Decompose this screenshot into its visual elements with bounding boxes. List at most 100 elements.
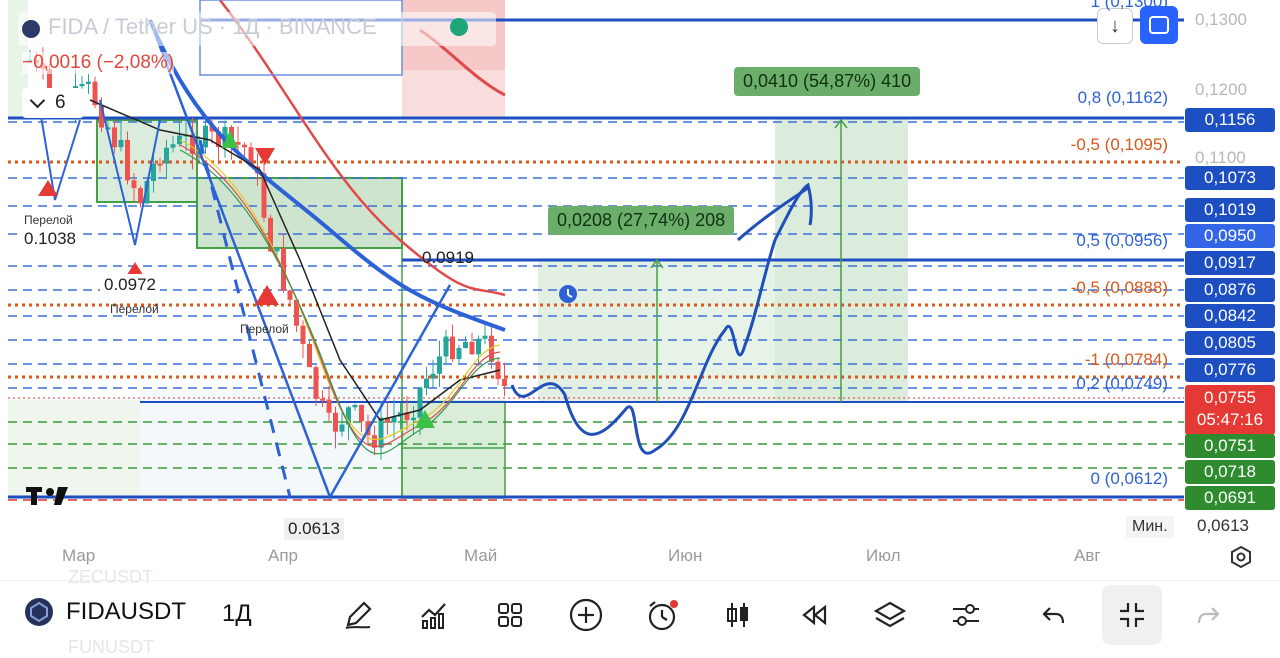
candle-body xyxy=(326,399,332,413)
candle-body xyxy=(294,299,299,326)
interval-selector[interactable]: 1Д xyxy=(222,600,252,627)
undo-icon xyxy=(1042,607,1065,624)
fib-level-label: 1 (0,1300) xyxy=(1090,0,1169,11)
screen-icon xyxy=(1149,16,1169,34)
time-axis-label: Май xyxy=(464,546,498,565)
price-tag: 0,1156 xyxy=(1185,108,1275,132)
alerts-button[interactable] xyxy=(640,593,684,637)
candle-body xyxy=(437,356,442,374)
target-1-label[interactable]: 0,0208 (27,74%) 208 xyxy=(548,206,735,235)
candle-body xyxy=(47,69,52,90)
candle-body xyxy=(287,290,293,300)
fib-level-label: 0,5 (0,0956) xyxy=(1076,231,1168,250)
annotation-label: Перелой xyxy=(110,302,159,316)
price-tag: 0,0691 xyxy=(1185,486,1275,510)
price-tag: 0,0751 xyxy=(1185,434,1275,458)
candle-body xyxy=(489,335,494,362)
annotation-value: 0.1038 xyxy=(20,228,80,250)
annotation-label: Перелой xyxy=(24,213,73,227)
fullscreen-toggle-button[interactable] xyxy=(1140,6,1178,44)
symbol-header[interactable] xyxy=(18,12,496,46)
fida-logo-icon xyxy=(25,598,53,626)
candle-body xyxy=(164,147,169,164)
last-price-tag: 0,0755 05:47:16 xyxy=(1185,385,1275,435)
pen-icon xyxy=(345,601,372,629)
market-status-icon xyxy=(450,18,468,36)
fib-level-label: 0 (0,0612) xyxy=(1090,469,1169,488)
candle-body xyxy=(99,105,104,128)
annotation-value: 0.0919 xyxy=(422,248,474,267)
sliders-icon xyxy=(953,604,979,626)
candle-body xyxy=(391,416,397,423)
candle-body xyxy=(144,181,150,204)
candle-body xyxy=(378,417,384,448)
fib-level-label: 0,8 (0,1162) xyxy=(1077,88,1168,107)
symbol-title: FIDA / Tether US · 1Д · BINANCE xyxy=(48,14,377,39)
candle-body xyxy=(352,404,358,408)
candle-body xyxy=(476,338,481,355)
candle-body xyxy=(346,407,351,425)
price-tag: 0,0776 xyxy=(1185,358,1275,382)
fib-level-label: -0,5 (0,1095) xyxy=(1070,135,1168,154)
symbol-selector[interactable]: FIDAUSDT xyxy=(24,597,186,627)
price-axis-label: 0,1300 xyxy=(1195,10,1247,29)
price-axis-label: 0,1100 xyxy=(1195,148,1246,167)
time-axis-label: Июл xyxy=(866,546,901,565)
candle-body xyxy=(320,398,325,401)
candle-body xyxy=(482,335,488,339)
bar-countdown: 05:47:16 xyxy=(1196,410,1264,429)
add-button[interactable] xyxy=(564,593,608,637)
min-price-label: Мин. xyxy=(1126,516,1174,538)
candle-body xyxy=(190,134,195,155)
scroll-to-latest-button[interactable]: ↓ xyxy=(1097,8,1133,44)
replay-button[interactable] xyxy=(792,593,836,637)
candle-body xyxy=(151,163,156,182)
grid-icon xyxy=(498,603,522,627)
indicators-toggle[interactable]: 6 xyxy=(22,88,84,118)
candle-body xyxy=(92,81,98,106)
candle-body xyxy=(463,341,468,349)
watermark-text: ZECUSDT xyxy=(68,567,153,587)
candle-body xyxy=(469,341,475,355)
time-axis-label: Июн xyxy=(668,546,703,565)
candle-body xyxy=(248,147,254,167)
redo-button[interactable] xyxy=(1186,593,1230,637)
candle-body xyxy=(417,388,423,418)
arrow-down-icon: ↓ xyxy=(1110,14,1120,37)
settings-button[interactable] xyxy=(944,593,988,637)
layouts-button[interactable] xyxy=(488,593,532,637)
candle-body xyxy=(235,142,241,145)
symbol-name: FIDAUSDT xyxy=(66,598,186,625)
price-tag: 0,0950 xyxy=(1185,224,1275,248)
candle-body xyxy=(502,378,507,387)
watermark-text: FUNUSDT xyxy=(68,637,154,657)
candle-body xyxy=(313,367,319,399)
plus-circle-icon xyxy=(569,598,603,632)
chart-indicator-icon xyxy=(421,603,446,629)
drawing-tools-button[interactable] xyxy=(336,593,380,637)
candle-body xyxy=(105,127,111,130)
exit-fullscreen-button[interactable] xyxy=(1102,585,1162,645)
chart-settings-button[interactable] xyxy=(1228,544,1254,570)
collapse-icon xyxy=(1120,603,1144,627)
price-change: −0,0016 (−2,08%) xyxy=(22,52,175,74)
chart-type-button[interactable] xyxy=(716,593,760,637)
target-2-label[interactable]: 0,0410 (54,87%) 410 xyxy=(734,67,921,96)
candle-body xyxy=(443,336,449,357)
redo-icon xyxy=(1197,607,1220,624)
indicators-button[interactable] xyxy=(412,593,456,637)
annotation-value: 0.0972 xyxy=(100,274,160,296)
candle-body xyxy=(339,424,345,432)
settings-hexagon-icon xyxy=(1231,545,1251,569)
undo-button[interactable] xyxy=(1032,593,1076,637)
candle-body xyxy=(450,336,455,360)
fib-level-label: -1 (0,0784) xyxy=(1084,350,1168,369)
object-tree-button[interactable] xyxy=(868,593,912,637)
candlestick-icon xyxy=(727,603,748,627)
candle-body xyxy=(430,373,436,379)
candle-body xyxy=(86,81,91,84)
candle-body xyxy=(170,144,176,148)
candle-body xyxy=(177,135,182,145)
fib-level-label: -0,5 (0,0888) xyxy=(1070,278,1168,297)
candle-body xyxy=(118,139,124,148)
